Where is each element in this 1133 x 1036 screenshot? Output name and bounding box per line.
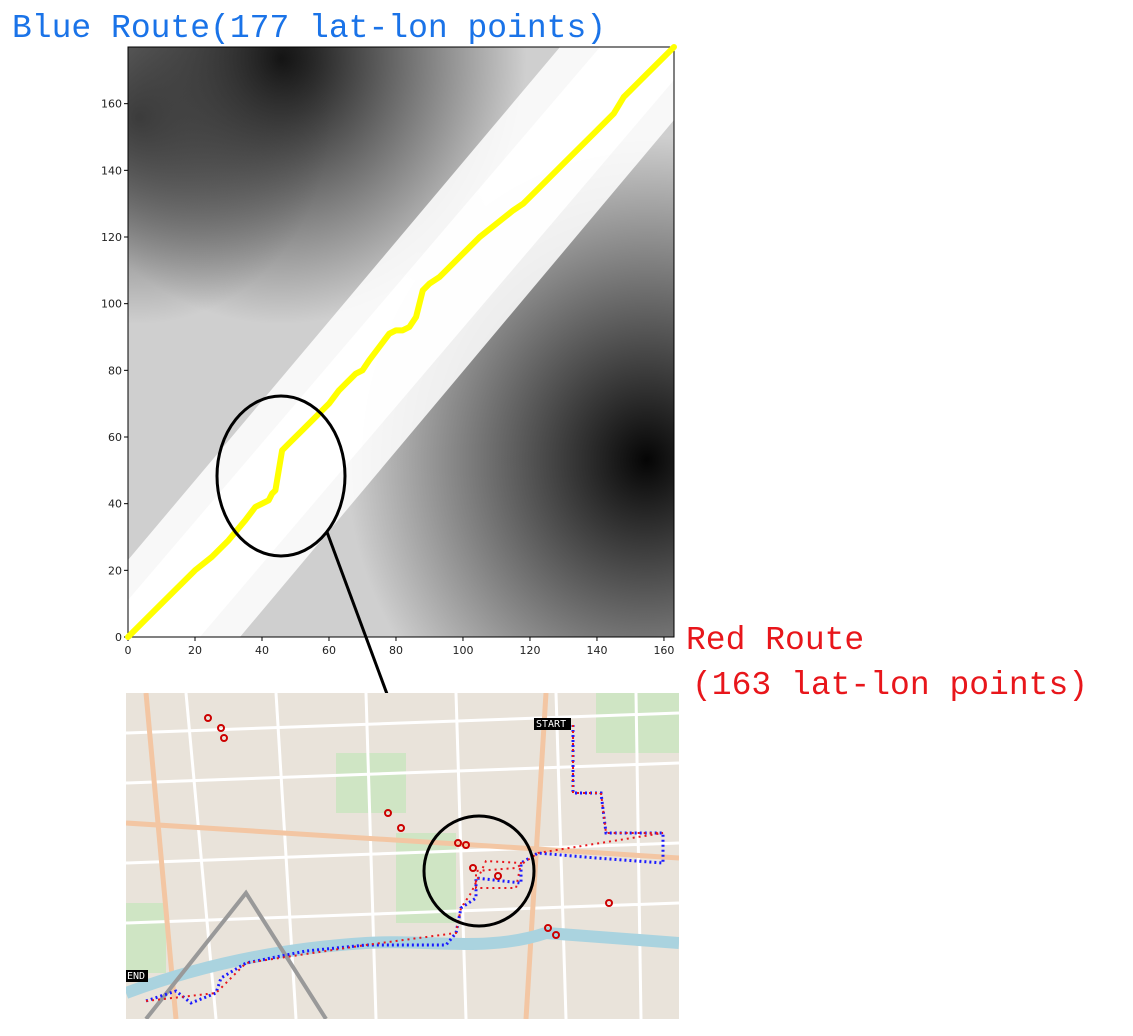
y-tick-label: 0 <box>115 631 122 644</box>
y-tick-label: 80 <box>108 364 122 377</box>
x-tick-label: 160 <box>653 644 674 657</box>
poi-markers <box>204 714 613 939</box>
y-axis-ticks: 0 20 40 60 80 100 120 140 160 <box>101 98 128 644</box>
map-svg: START END <box>126 693 679 1019</box>
x-tick-label: 20 <box>188 644 202 657</box>
x-tick-label: 40 <box>255 644 269 657</box>
red-route-path <box>145 725 664 1002</box>
x-tick-label: 120 <box>519 644 540 657</box>
x-tick-label: 80 <box>389 644 403 657</box>
highlight-circle-chart <box>215 394 347 558</box>
x-tick-label: 60 <box>322 644 336 657</box>
blue-route-label: Blue Route(177 lat-lon points) <box>12 10 607 47</box>
y-tick-label: 160 <box>101 98 122 111</box>
gardens-area <box>396 833 456 923</box>
river <box>126 926 679 999</box>
start-marker <box>534 718 571 730</box>
red-route-label: Red Route <box>686 622 865 659</box>
y-tick-label: 40 <box>108 498 122 511</box>
start-label: START <box>536 719 566 730</box>
x-axis-ticks: 0 20 40 60 80 100 120 140 160 <box>125 637 674 657</box>
y-tick-label: 120 <box>101 231 122 244</box>
y-tick-label: 20 <box>108 564 122 577</box>
end-marker <box>126 970 148 982</box>
x-tick-label: 140 <box>586 644 607 657</box>
highlight-circle-map <box>422 814 536 928</box>
x-tick-label: 100 <box>452 644 473 657</box>
y-tick-label: 140 <box>101 164 122 177</box>
route-map: START END <box>126 693 679 1019</box>
plot-frame <box>127 46 675 638</box>
park-area <box>336 753 406 813</box>
x-tick-label: 0 <box>125 644 132 657</box>
y-tick-label: 60 <box>108 431 122 444</box>
end-label: END <box>127 971 145 982</box>
warp-path-line <box>125 44 677 640</box>
y-tick-label: 100 <box>101 298 122 311</box>
red-route-count-label: (163 lat-lon points) <box>692 667 1089 704</box>
